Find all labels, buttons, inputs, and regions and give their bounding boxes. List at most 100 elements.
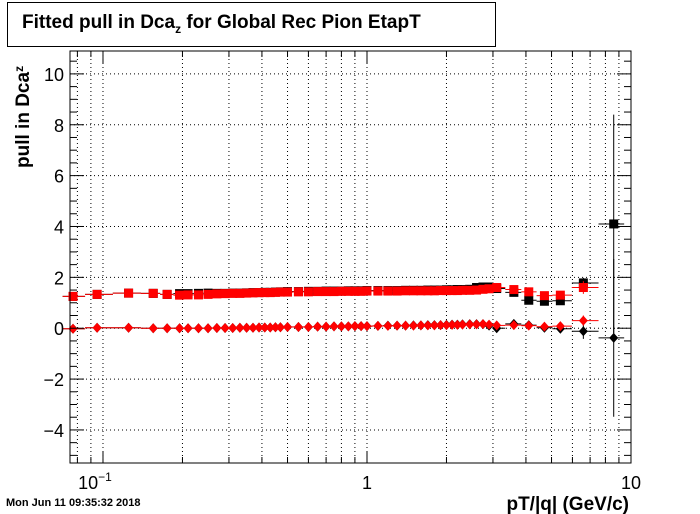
data-point <box>242 322 252 333</box>
data-point <box>578 315 588 326</box>
data-point <box>283 287 293 297</box>
data-point <box>356 286 366 296</box>
data-point <box>555 290 565 300</box>
data-point <box>509 320 519 331</box>
series-1 <box>62 259 625 417</box>
data-point <box>578 326 588 337</box>
series-3 <box>62 315 599 334</box>
data-point <box>350 286 360 296</box>
data-point <box>293 321 303 332</box>
x-tick-label: 1 <box>362 473 372 493</box>
data-point <box>478 284 488 294</box>
data-point <box>162 323 172 334</box>
data-point <box>265 322 275 333</box>
data-point <box>524 320 534 331</box>
timestamp: Mon Jun 11 09:35:32 2018 <box>6 497 141 509</box>
data-point <box>228 288 238 298</box>
data-point <box>260 288 270 298</box>
x-tick-label: 10−1 <box>78 470 112 493</box>
data-point <box>472 285 482 295</box>
data-point <box>343 321 353 332</box>
data-point <box>447 319 457 330</box>
data-layer <box>62 114 625 417</box>
data-point <box>423 320 433 331</box>
data-point <box>228 322 238 333</box>
data-point <box>373 286 383 296</box>
grid-layer <box>70 51 632 463</box>
data-point <box>329 287 339 297</box>
data-point <box>275 287 285 297</box>
data-point <box>441 320 451 331</box>
data-point <box>478 319 488 330</box>
data-point <box>539 291 549 301</box>
y-tick-label: 10 <box>44 65 64 85</box>
data-point <box>436 286 446 296</box>
data-point <box>416 320 426 331</box>
data-point <box>124 322 134 333</box>
y-axis-label-main: pull in Dca <box>13 72 34 169</box>
data-point <box>465 319 475 330</box>
data-point <box>343 286 353 296</box>
data-point <box>260 322 270 333</box>
data-point <box>609 219 619 229</box>
data-point <box>408 286 418 296</box>
data-point <box>212 322 222 333</box>
data-point <box>212 289 222 299</box>
title-box: Fitted pull in Dcaz for Global Rec Pion … <box>7 2 496 47</box>
data-point <box>524 287 534 297</box>
data-point <box>609 332 619 343</box>
data-point <box>492 320 502 331</box>
data-point <box>447 286 457 296</box>
data-point <box>429 320 439 331</box>
data-point <box>270 287 280 297</box>
data-point <box>484 284 494 294</box>
data-point <box>336 286 346 296</box>
chart-title: Fitted pull in Dcaz for Global Rec Pion … <box>22 12 421 36</box>
data-point <box>68 323 78 334</box>
data-point <box>265 288 275 298</box>
data-point <box>283 321 293 332</box>
data-point <box>193 323 203 334</box>
data-point <box>183 290 193 300</box>
data-point <box>539 321 549 332</box>
y-tick-label: 8 <box>54 116 64 136</box>
data-point <box>465 285 475 295</box>
x-axis-label: pT/|q| (GeV/c) <box>506 494 629 514</box>
y-tick-label: 2 <box>54 268 64 288</box>
data-point <box>452 319 462 330</box>
y-tick-label: −4 <box>43 421 64 441</box>
data-point <box>539 296 549 306</box>
data-point <box>492 283 502 293</box>
data-point <box>383 286 393 296</box>
data-point <box>203 289 213 299</box>
data-point <box>441 286 451 296</box>
data-point <box>555 321 565 332</box>
data-point <box>68 291 78 301</box>
data-point <box>555 296 565 306</box>
data-point <box>429 286 439 296</box>
data-point <box>148 323 158 334</box>
data-point <box>92 289 102 299</box>
data-point <box>472 319 482 330</box>
data-point <box>242 288 252 298</box>
data-point <box>383 320 393 331</box>
data-point <box>235 288 245 298</box>
y-axis-label: pull in Dcaz <box>12 66 34 168</box>
data-point <box>524 295 534 305</box>
data-point <box>362 321 372 332</box>
data-point <box>416 286 426 296</box>
plot-frame <box>69 50 632 464</box>
data-point <box>509 285 519 295</box>
y-tick-label: −2 <box>43 370 64 390</box>
data-point <box>248 288 258 298</box>
title-subscript: z <box>175 21 182 36</box>
series-0 <box>62 114 625 334</box>
series-2 <box>62 281 599 301</box>
data-point <box>235 322 245 333</box>
data-point <box>254 322 264 333</box>
y-tick-label: 6 <box>54 167 64 187</box>
y-tick-label: 0 <box>54 319 64 339</box>
data-point <box>203 323 213 334</box>
data-point <box>248 322 258 333</box>
